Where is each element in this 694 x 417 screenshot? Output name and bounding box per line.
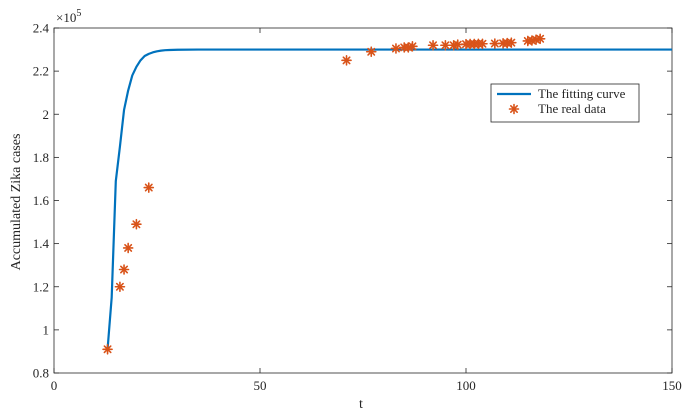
plot-frame bbox=[53, 27, 673, 374]
real-data-point bbox=[365, 46, 377, 58]
x-axis-label: t bbox=[359, 397, 363, 412]
real-data-point bbox=[143, 182, 155, 193]
real-data-point bbox=[403, 42, 414, 53]
legend: The fitting curve The real data bbox=[490, 83, 640, 123]
x-tick-label: 100 bbox=[456, 378, 476, 393]
real-data-point bbox=[118, 264, 130, 275]
y-tick-label: 2.4 bbox=[33, 21, 50, 36]
plot-area bbox=[53, 27, 673, 374]
real-data-point bbox=[131, 218, 142, 230]
y-tick-label: 0.8 bbox=[33, 366, 49, 381]
y-tick-label: 2 bbox=[43, 107, 50, 122]
legend-box bbox=[490, 83, 640, 123]
real-data-point bbox=[102, 343, 113, 355]
y-axis-label: Accumulated Zika cases bbox=[9, 134, 24, 271]
real-data-point bbox=[534, 33, 546, 45]
real-data-point bbox=[477, 38, 488, 50]
y-tick-label: 1.6 bbox=[33, 193, 50, 208]
x-tick-label: 0 bbox=[51, 378, 58, 393]
legend-label-fit: The fitting curve bbox=[538, 86, 626, 101]
real-data-point bbox=[390, 43, 402, 54]
real-data-point bbox=[427, 39, 439, 51]
series-layer bbox=[102, 33, 672, 355]
fitting-curve-line bbox=[106, 48, 672, 350]
real-data-point bbox=[506, 37, 517, 48]
real-data-point bbox=[341, 55, 352, 66]
y-tick-label: 2.2 bbox=[33, 64, 49, 79]
y-exponent-label: ×105 bbox=[56, 8, 81, 25]
legend-star-swatch bbox=[508, 103, 520, 115]
y-tick-label: 1.8 bbox=[33, 150, 49, 165]
real-data-points bbox=[102, 33, 546, 355]
y-tick-label: 1.4 bbox=[33, 236, 50, 251]
real-data-point bbox=[452, 39, 464, 50]
real-data-point bbox=[407, 41, 418, 52]
x-tick-label: 50 bbox=[254, 378, 267, 393]
x-tick-label: 150 bbox=[662, 378, 682, 393]
legend-label-data: The real data bbox=[538, 101, 606, 116]
axis-ticks: 0 50 100 150 0.8 1 1.2 1.4 1.6 1.8 2 2.2 2.4 bbox=[33, 21, 682, 394]
y-tick-label: 1.2 bbox=[33, 279, 49, 294]
legend-star-marker bbox=[508, 103, 520, 115]
real-data-point bbox=[122, 242, 134, 254]
real-data-point bbox=[114, 281, 126, 293]
y-tick-label: 1 bbox=[43, 322, 50, 337]
